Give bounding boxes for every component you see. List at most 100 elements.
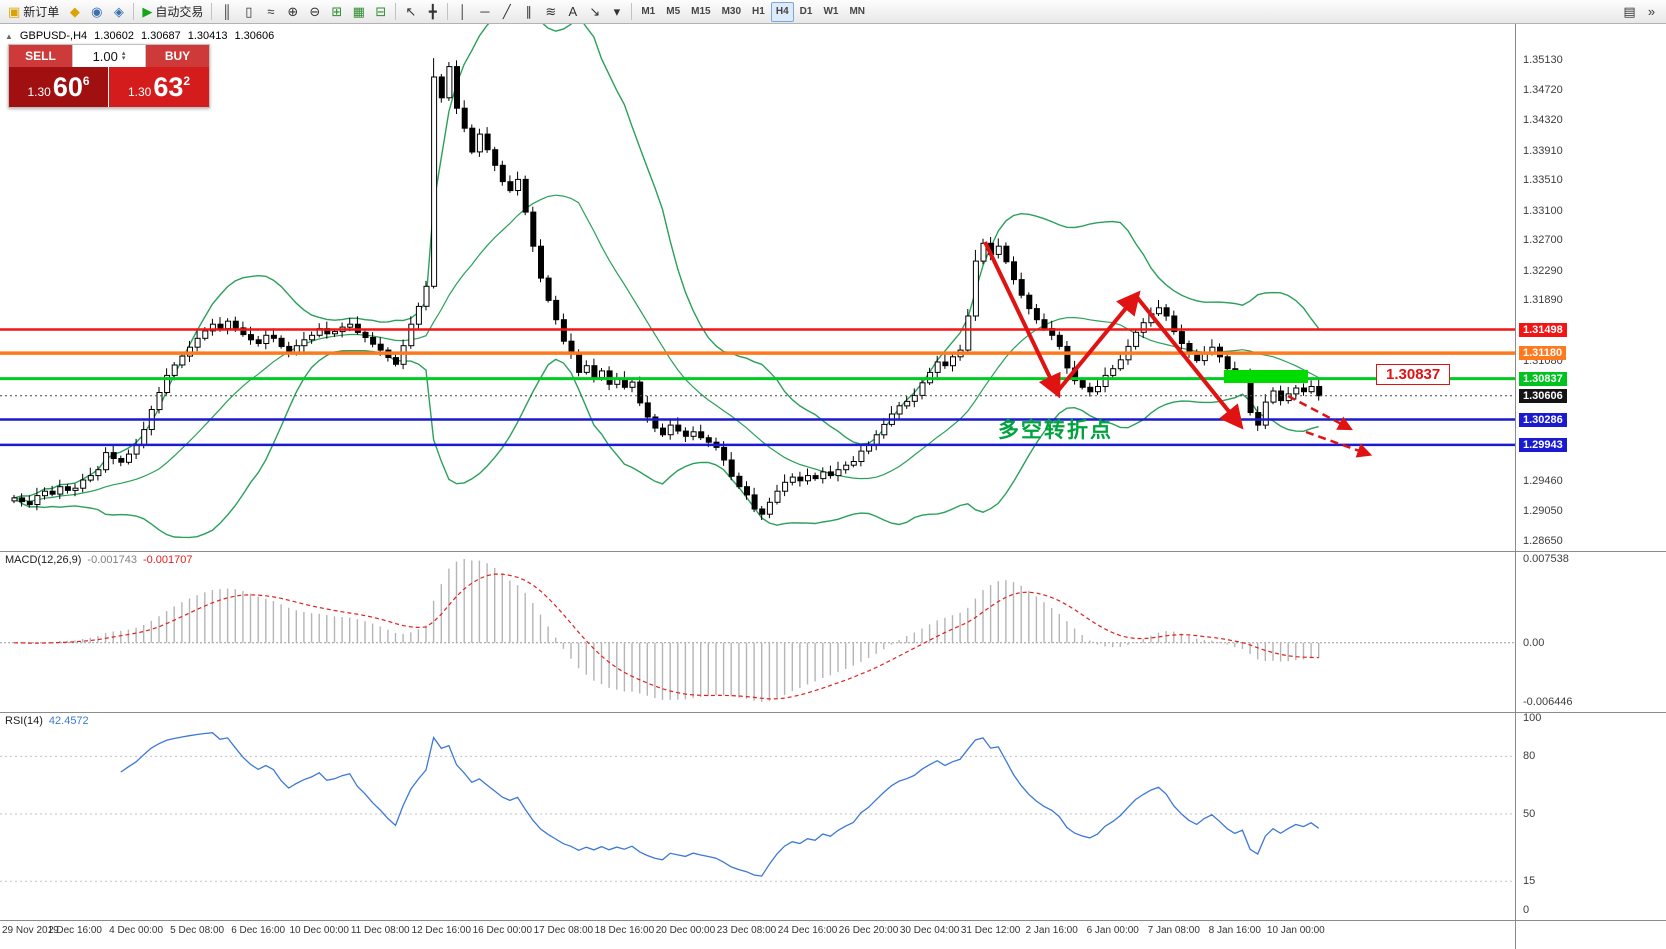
panel-separator[interactable] <box>0 712 1666 713</box>
toolbar-separator <box>211 3 213 20</box>
volume-up-icon[interactable]: ▴ <box>121 50 126 57</box>
fibonacci-tool[interactable]: ≋ <box>540 2 561 22</box>
time-label: 8 Jan 16:00 <box>1208 925 1261 936</box>
market-watch-icon[interactable]: ◆ <box>64 2 85 22</box>
panel-separator[interactable] <box>0 920 1666 921</box>
price-tick: 1.33910 <box>1523 144 1563 157</box>
price-badge: 1.30606 <box>1519 388 1567 403</box>
vertical-line-tool-icon: │ <box>458 4 467 19</box>
volume-spinner[interactable]: ▴ ▾ <box>121 50 126 62</box>
price-chart-panel[interactable]: ▲ GBPUSD-,H4 1.30602 1.30687 1.30413 1.3… <box>0 24 1515 551</box>
volume-field[interactable]: 1.00 ▴ ▾ <box>72 45 146 67</box>
trendline-tool[interactable]: ╱ <box>496 2 517 22</box>
channel-tool[interactable]: ∥ <box>518 2 539 22</box>
macd-panel[interactable]: MACD(12,26,9) -0.001743 -0.001707 <box>0 551 1515 712</box>
timeframe-m30[interactable]: M30 <box>717 2 746 22</box>
new-order-button[interactable]: ▣ 新订单 <box>4 2 63 22</box>
price-tick: 1.32290 <box>1523 264 1563 277</box>
price-callout-label[interactable]: 1.30837 <box>1376 364 1451 385</box>
text-tool-icon: A <box>568 4 578 19</box>
rsi-scale: 50 <box>1523 808 1536 820</box>
timeframe-h1-label: H1 <box>752 6 765 17</box>
arrange-windows-icon[interactable]: ▦ <box>348 2 369 22</box>
trendline-tool-icon: ╱ <box>502 4 511 19</box>
one-click-collapse-icon[interactable]: ▲ <box>5 31 13 41</box>
horizontal-line-tool-icon: ─ <box>480 4 490 19</box>
main-toolbar: ▣ 新订单 ◆ ◉ ◈ ▶ 自动交易 ║ ▯ ≈ ⊕ ⊖ ⊞ ▦ ⊟ ↖ ╋ │ ─ ╱ ∥ ≋ A ↘ ▾ M1 M5 M15 M30… <box>0 0 1666 24</box>
time-label: 6 Dec 16:00 <box>231 925 286 936</box>
timeframe-m5[interactable]: M5 <box>661 2 685 22</box>
tile-windows-icon[interactable]: ⊞ <box>326 2 347 22</box>
new-order-button-icon: ▣ <box>8 4 21 19</box>
timeframe-mn[interactable]: MN <box>844 2 870 22</box>
navigator-icon[interactable]: ◉ <box>86 2 107 22</box>
volume-down-icon[interactable]: ▾ <box>121 55 126 62</box>
timeframe-h1[interactable]: H1 <box>747 2 770 22</box>
timeframe-m15[interactable]: M15 <box>686 2 715 22</box>
sell-price-prefix: 1.30 <box>27 85 51 99</box>
arrow-tool[interactable]: ↘ <box>584 2 605 22</box>
zoom-in-button-icon: ⊕ <box>287 4 299 19</box>
timeframe-m1[interactable]: M1 <box>636 2 660 22</box>
auto-trading-button-label: 自动交易 <box>155 5 204 19</box>
chart-line-icon[interactable]: ≈ <box>260 2 281 22</box>
chart-candles-icon[interactable]: ▯ <box>238 2 259 22</box>
auto-trading-button[interactable]: ▶ 自动交易 <box>138 2 207 22</box>
time-axis[interactable]: 29 Nov 2019 2 Dec 16:00 4 Dec 00:00 5 Dec 0… <box>0 920 1515 949</box>
time-label: 4 Dec 00:00 <box>109 925 164 936</box>
macd-scale-max: 0.007538 <box>1523 553 1569 565</box>
cursor-tool[interactable]: ↖ <box>400 2 421 22</box>
arrange-windows-icon-icon: ▦ <box>352 4 365 19</box>
price-axis[interactable]: 1.35130 1.34720 1.34320 1.33910 1.33510 1.331… <box>1515 24 1666 949</box>
price-badge: 1.30837 <box>1519 371 1567 386</box>
toolbar-overflow-icon-icon: » <box>1647 4 1656 19</box>
horizontal-line-tool[interactable]: ─ <box>474 2 495 22</box>
zoom-out-button-icon: ⊖ <box>309 4 321 19</box>
price-tick: 1.35130 <box>1523 53 1563 66</box>
time-label: 20 Dec 00:00 <box>655 925 716 936</box>
buy-price-pipette: 2 <box>183 74 191 88</box>
timeframe-m5-label: M5 <box>666 6 681 17</box>
buy-price-pips: 63 <box>153 71 184 102</box>
channel-tool-icon: ∥ <box>525 4 533 19</box>
rsi-panel[interactable]: RSI(14) 42.4572 <box>0 712 1515 920</box>
time-label: 30 Dec 04:00 <box>899 925 960 936</box>
timeframe-d1[interactable]: D1 <box>795 2 818 22</box>
zoom-out-button[interactable]: ⊖ <box>304 2 325 22</box>
panel-separator[interactable] <box>0 551 1666 552</box>
buy-button[interactable]: BUY <box>146 45 209 67</box>
sell-button[interactable]: SELL <box>9 45 72 67</box>
toolbar-overflow-icon[interactable]: » <box>1641 2 1662 22</box>
turning-point-annotation[interactable]: 多空转折点 <box>998 419 1113 442</box>
rsi-label: RSI(14) 42.4572 <box>5 715 89 727</box>
crosshair-tool[interactable]: ╋ <box>422 2 443 22</box>
timeframe-h4[interactable]: H4 <box>770 1 794 22</box>
shapes-dropdown[interactable]: ▾ <box>606 2 627 22</box>
time-label: 12 Dec 16:00 <box>411 925 472 936</box>
macd-label: MACD(12,26,9) -0.001743 -0.001707 <box>5 554 193 566</box>
rsi-chart[interactable] <box>0 712 1515 920</box>
macd-chart[interactable] <box>0 551 1515 712</box>
toolbar-separator <box>631 3 633 20</box>
timeframe-w1-label: W1 <box>823 6 839 17</box>
buy-price[interactable]: 1.30 63 2 <box>109 67 209 107</box>
print-icon[interactable]: ▤ <box>1619 2 1640 22</box>
low-value: 1.30413 <box>187 30 228 42</box>
terminal-icon[interactable]: ◈ <box>108 2 129 22</box>
candlestick-chart[interactable] <box>0 24 1515 551</box>
timeframe-m1-label: M1 <box>641 6 656 17</box>
timeframe-w1[interactable]: W1 <box>818 2 843 22</box>
zoom-in-button[interactable]: ⊕ <box>282 2 303 22</box>
time-label: 29 Nov 2019 <box>2 925 59 936</box>
text-tool[interactable]: A <box>562 2 583 22</box>
new-order-button-label: 新订单 <box>23 5 60 19</box>
new-chart-icon[interactable]: ⊟ <box>370 2 391 22</box>
rsi-scale: 15 <box>1523 875 1536 888</box>
timeframe-h4-label: H4 <box>775 6 789 17</box>
vertical-line-tool[interactable]: │ <box>452 2 473 22</box>
price-tick: 1.32700 <box>1523 234 1563 247</box>
chart-line-icon-icon: ≈ <box>267 4 275 19</box>
new-chart-icon-icon: ⊟ <box>375 4 387 19</box>
sell-price[interactable]: 1.30 60 6 <box>9 67 109 107</box>
chart-bars-icon[interactable]: ║ <box>216 2 237 22</box>
